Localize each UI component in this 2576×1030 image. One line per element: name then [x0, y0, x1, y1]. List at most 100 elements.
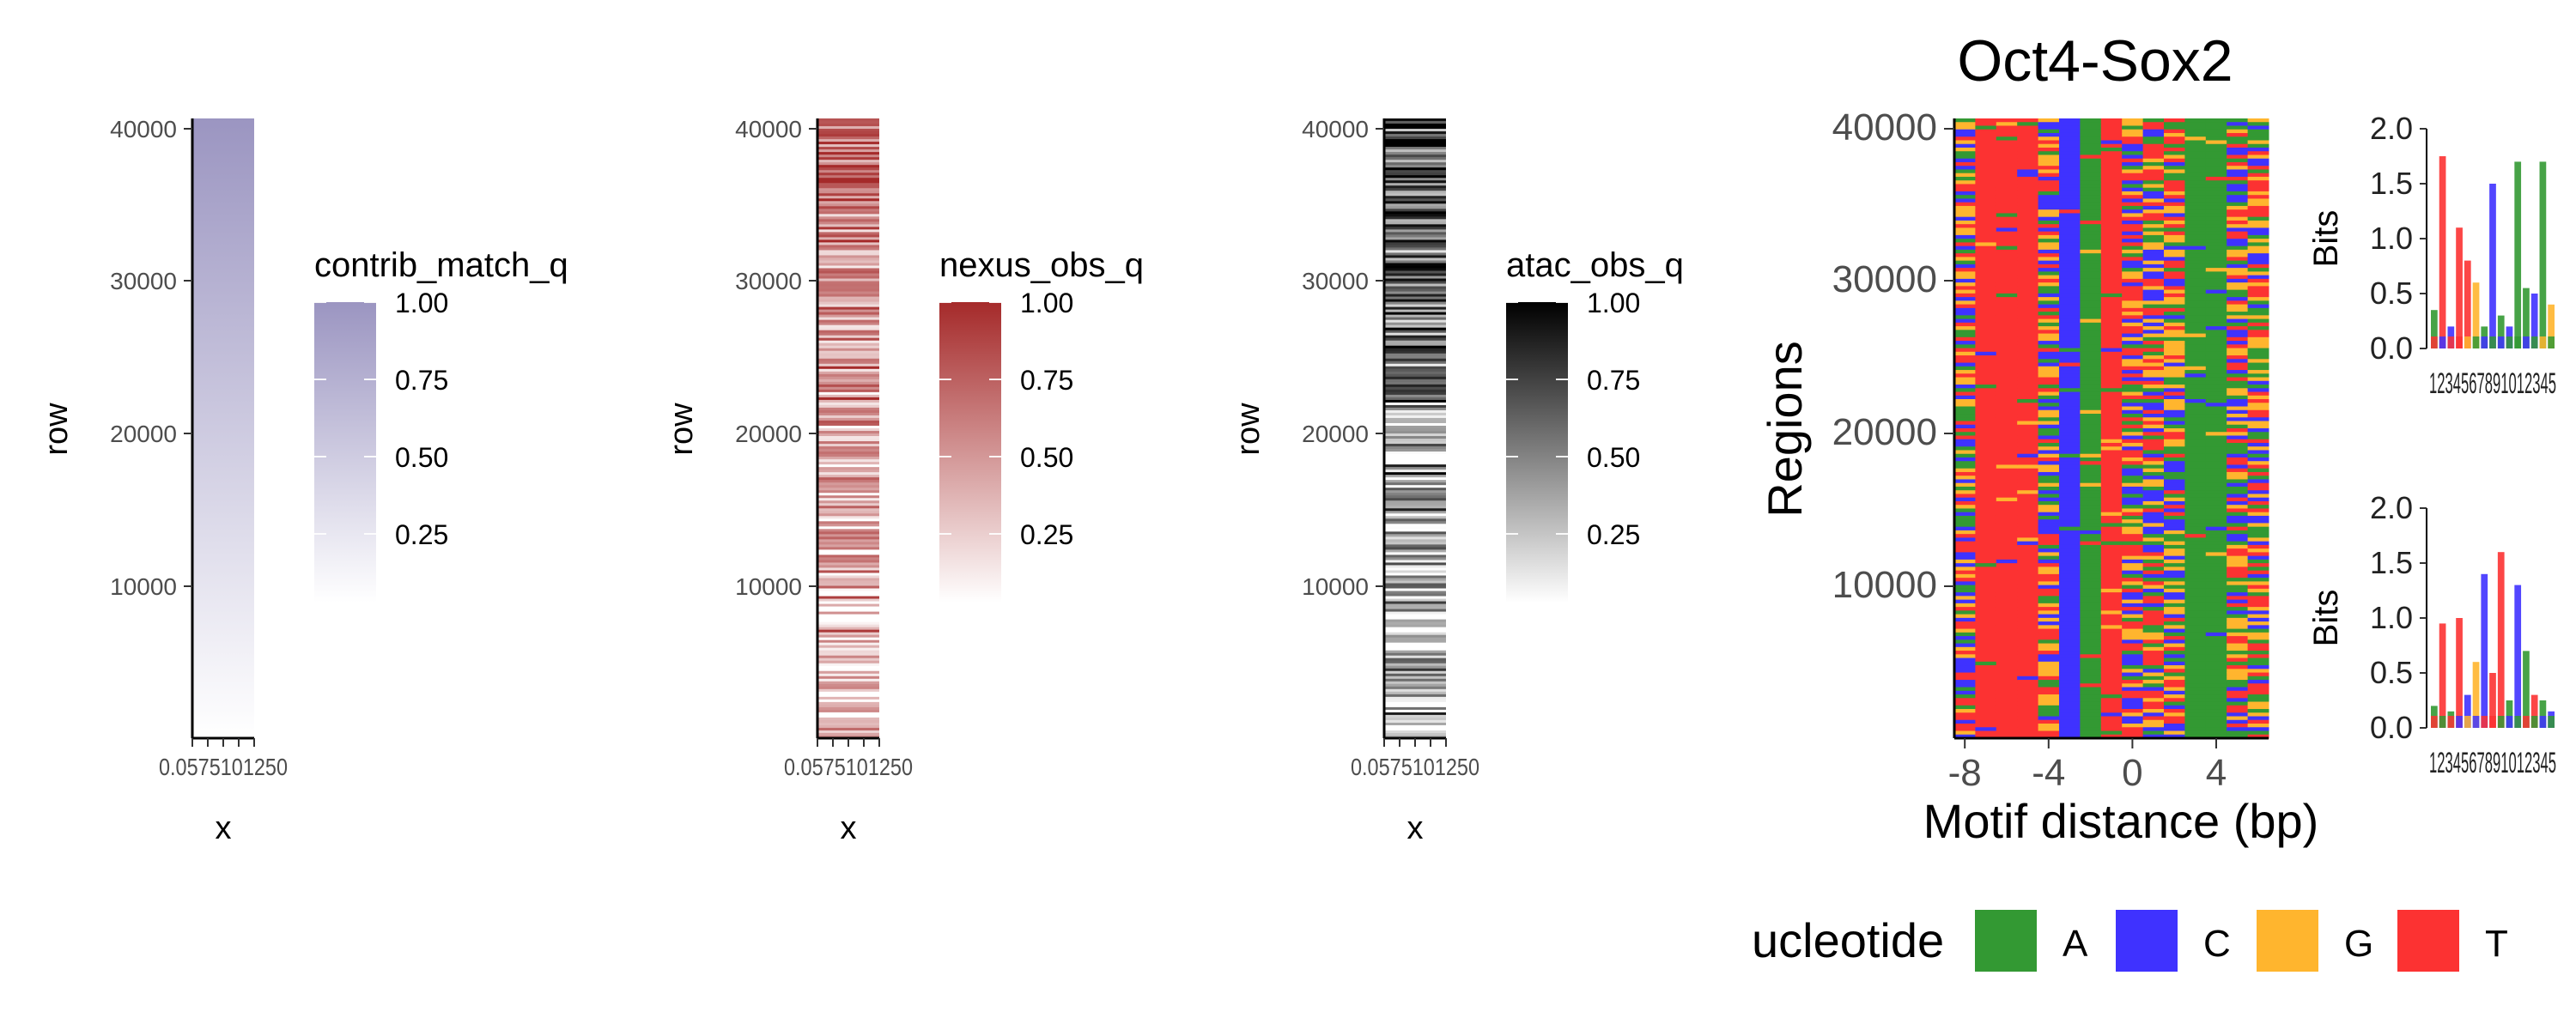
heatmap-atac-row: [1384, 397, 1446, 401]
sequence-cell: [2017, 136, 2039, 142]
sequence-cell: [1954, 391, 1976, 397]
sequence-cell: [2142, 494, 2165, 499]
sequence-cell: [2164, 161, 2185, 167]
sequence-cell: [2205, 537, 2227, 542]
sequence-cell: [2100, 184, 2123, 189]
heatmap-nexus-row: [817, 688, 879, 693]
heatmap-atac-row: [1384, 616, 1446, 621]
sequence-cell: [2080, 260, 2102, 265]
sequence-cell: [1975, 592, 1997, 597]
sequence-cell: [2164, 268, 2185, 272]
sequence-cell: [2205, 450, 2227, 455]
sequence-cell: [2038, 118, 2060, 123]
sequence-cell: [2080, 661, 2102, 666]
sequence-cell: [2205, 300, 2227, 306]
sequence-cell: [2059, 494, 2081, 499]
sequence-cell: [2142, 336, 2165, 342]
sequence-cell: [2122, 537, 2144, 542]
sequence-cell: [2142, 657, 2165, 663]
sequence-cell: [2142, 264, 2165, 269]
heatmap-atac-row: [1384, 596, 1446, 600]
heatmap-atac-row: [1384, 655, 1446, 659]
sequence-cell: [2017, 457, 2039, 462]
sequence-cell: [2247, 683, 2269, 688]
sequence-cell: [1954, 300, 1976, 306]
sequence-cell: [1975, 385, 1997, 389]
sequence-cell: [2142, 312, 2165, 316]
heatmap-atac-row: [1384, 536, 1446, 540]
sequence-cell: [2017, 388, 2039, 393]
y-tick-label: 1.0: [2370, 600, 2413, 635]
sequence-cell: [1975, 421, 1997, 426]
sequence-cell: [2142, 432, 2165, 437]
sequence-cell: [2100, 318, 2123, 324]
sequence-cell: [2227, 534, 2249, 539]
sequence-cell: [1954, 315, 1976, 320]
sequence-cell: [2080, 125, 2102, 130]
sequence-cell: [1996, 625, 2018, 630]
sequence-cell: [2059, 370, 2081, 374]
sequence-cell: [2184, 249, 2207, 254]
heatmap-nexus-row: [817, 350, 879, 354]
sequence-cell: [1975, 275, 1997, 280]
sequence-cell: [2059, 257, 2081, 262]
heatmap-atac-row: [1384, 203, 1446, 207]
sequence-cell: [2205, 216, 2227, 221]
sequence-cell: [2247, 643, 2269, 648]
heatmap-atac-row: [1384, 670, 1446, 675]
heatmap-atac-row: [1384, 198, 1446, 202]
sequence-cell: [2038, 282, 2060, 287]
sequence-cell: [1954, 435, 1976, 440]
sequence-cell: [2059, 559, 2081, 564]
sequence-cell: [2164, 471, 2185, 476]
sequence-cell: [2205, 461, 2227, 466]
sequence-cell: [2227, 129, 2249, 134]
sequence-cell: [2142, 701, 2165, 706]
sequence-cell: [1975, 694, 1997, 699]
sequence-cell: [2205, 555, 2227, 560]
sequence-cell: [2080, 639, 2102, 645]
sequence-cell: [2142, 151, 2165, 156]
sequence-cell: [2227, 227, 2249, 233]
sequence-cell: [2059, 621, 2081, 626]
sequence-cell: [2247, 698, 2269, 703]
sequence-cell: [1954, 665, 1976, 670]
sequence-cell: [2184, 486, 2207, 491]
sequence-cell: [1996, 359, 2018, 364]
heatmap-nexus-row: [817, 317, 879, 321]
sequence-cell: [2184, 158, 2207, 163]
sequence-cell: [2205, 734, 2227, 739]
sequence-cell: [1975, 453, 1997, 458]
sequence-cell: [2017, 380, 2039, 385]
sequence-cell: [2227, 315, 2249, 320]
heatmap-atac-row: [1384, 402, 1446, 406]
sequence-cell: [1996, 231, 2018, 236]
heatmap-nexus-row: [817, 444, 879, 447]
sequence-cell: [2184, 476, 2207, 481]
sequence-cell: [2142, 727, 2165, 732]
sequence-cell: [1975, 187, 1997, 192]
sequence-cell: [2164, 286, 2185, 291]
sequence-cell: [1975, 519, 1997, 524]
sequence-cell: [1954, 701, 1976, 706]
sequence-cell: [2227, 727, 2249, 732]
sequence-cell: [2247, 530, 2269, 535]
sequence-cell: [1954, 610, 1976, 615]
sequence-cell: [1996, 690, 2018, 695]
sequence-cell: [2038, 724, 2060, 728]
heatmap-nexus-row: [817, 565, 879, 569]
heatmap-nexus-row: [817, 260, 879, 264]
sequence-cell: [2122, 271, 2144, 276]
sequence-cell: [2038, 271, 2060, 276]
sequence-cell: [2122, 147, 2144, 152]
sequence-cell: [2038, 132, 2060, 137]
sequence-cell: [2122, 727, 2144, 732]
sequence-cell: [2100, 548, 2123, 553]
sequence-cell: [2205, 727, 2227, 732]
sequence-cell: [2017, 505, 2039, 510]
sequence-cell: [2227, 639, 2249, 645]
sequence-cell: [2038, 712, 2060, 718]
logo-position-mark: [2464, 694, 2471, 728]
logo-position-minor: [2523, 716, 2530, 728]
sequence-cell: [2205, 344, 2227, 349]
